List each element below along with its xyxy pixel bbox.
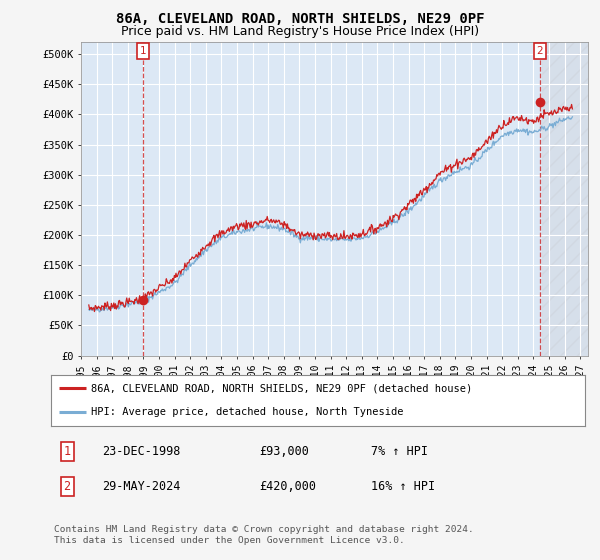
Text: HPI: Average price, detached house, North Tyneside: HPI: Average price, detached house, Nort… [91,408,404,418]
Text: 29-MAY-2024: 29-MAY-2024 [102,480,180,493]
Text: 86A, CLEVELAND ROAD, NORTH SHIELDS, NE29 0PF: 86A, CLEVELAND ROAD, NORTH SHIELDS, NE29… [116,12,484,26]
Text: 16% ↑ HPI: 16% ↑ HPI [371,480,436,493]
Text: 2: 2 [64,480,71,493]
Text: Price paid vs. HM Land Registry's House Price Index (HPI): Price paid vs. HM Land Registry's House … [121,25,479,38]
Text: 7% ↑ HPI: 7% ↑ HPI [371,445,428,458]
Text: 1: 1 [64,445,71,458]
Text: 86A, CLEVELAND ROAD, NORTH SHIELDS, NE29 0PF (detached house): 86A, CLEVELAND ROAD, NORTH SHIELDS, NE29… [91,383,472,393]
Text: £420,000: £420,000 [259,480,316,493]
Text: Contains HM Land Registry data © Crown copyright and database right 2024.
This d: Contains HM Land Registry data © Crown c… [54,525,474,545]
Text: 1: 1 [140,46,146,56]
Text: £93,000: £93,000 [259,445,309,458]
Text: 23-DEC-1998: 23-DEC-1998 [102,445,180,458]
Bar [542,42,590,356]
Text: 2: 2 [536,46,543,56]
